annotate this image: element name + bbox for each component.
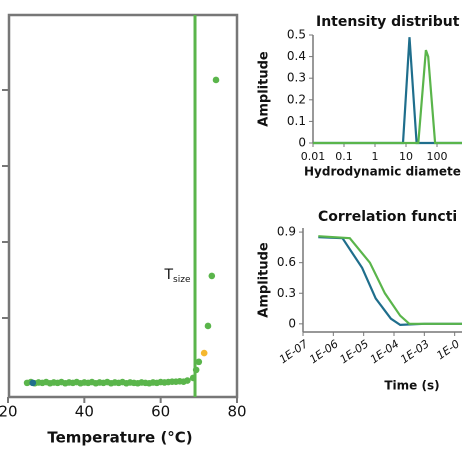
data-point bbox=[208, 272, 216, 280]
x-tick-label: 100 bbox=[427, 150, 448, 163]
y-tick-label: 0.4 bbox=[287, 49, 306, 63]
data-line bbox=[318, 236, 462, 327]
x-tick-label: 1E-04 bbox=[368, 337, 402, 366]
y-tick-label: 0 bbox=[288, 316, 296, 330]
x-tick-label: 80 bbox=[227, 403, 246, 421]
x-axis-label: Hydrodynamic diamete bbox=[304, 165, 461, 179]
y-tick-label: 0.9 bbox=[277, 225, 296, 239]
annotation: Tsize bbox=[163, 267, 190, 285]
plot-frame bbox=[7, 13, 239, 399]
data-point bbox=[192, 366, 200, 374]
chart-title: Correlation functi bbox=[318, 209, 457, 225]
x-tick-label: 60 bbox=[151, 403, 170, 421]
x-axis-label: Temperature (°C) bbox=[47, 429, 192, 447]
x-tick-label: 1E-05 bbox=[338, 337, 372, 366]
x-tick-label: 40 bbox=[75, 403, 94, 421]
annotation-text: T bbox=[163, 267, 173, 283]
data-line bbox=[313, 49, 462, 145]
data-point bbox=[184, 377, 191, 384]
data-line bbox=[318, 235, 462, 325]
data-point bbox=[29, 379, 37, 387]
data-point bbox=[189, 374, 197, 382]
data-point bbox=[204, 322, 212, 330]
y-tick-label: 0.1 bbox=[287, 114, 306, 128]
y-axis-label: Amplitude bbox=[257, 51, 272, 127]
y-axis-label: Amplitude bbox=[257, 242, 272, 318]
x-tick-label: 1E-03 bbox=[398, 337, 432, 366]
y-tick-label: 0.3 bbox=[287, 71, 306, 85]
x-tick-label: 1 bbox=[372, 150, 379, 163]
data-point bbox=[212, 76, 220, 84]
x-tick-label: 1E-0 bbox=[434, 337, 462, 362]
y-tick-label: 0.5 bbox=[287, 28, 306, 42]
y-tick-label: 0.6 bbox=[277, 255, 296, 269]
y-tick-label: 0.3 bbox=[277, 286, 296, 300]
data-line bbox=[313, 37, 462, 145]
x-tick-label: 0.01 bbox=[301, 150, 326, 163]
chart-title: Intensity distribut bbox=[316, 14, 460, 30]
x-tick-label: 0.1 bbox=[335, 150, 353, 163]
x-axis-label: Time (s) bbox=[384, 379, 439, 393]
x-tick-label: 1E-06 bbox=[307, 337, 341, 366]
x-tick-label: 20 bbox=[0, 403, 18, 421]
annotation-sub: size bbox=[173, 274, 191, 284]
x-tick-label: 10 bbox=[399, 150, 413, 163]
data-point bbox=[200, 349, 208, 357]
data-point bbox=[195, 358, 203, 366]
y-tick-label: 0 bbox=[298, 136, 306, 150]
x-tick-label: 1E-07 bbox=[277, 337, 311, 366]
y-tick-label: 0.2 bbox=[287, 92, 306, 106]
